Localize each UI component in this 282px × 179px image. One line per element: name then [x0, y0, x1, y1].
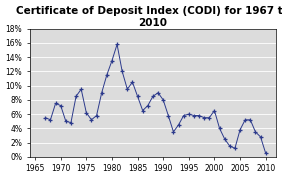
Title: Certificate of Deposit Index (CODI) for 1967 to
2010: Certificate of Deposit Index (CODI) for …: [16, 6, 282, 28]
